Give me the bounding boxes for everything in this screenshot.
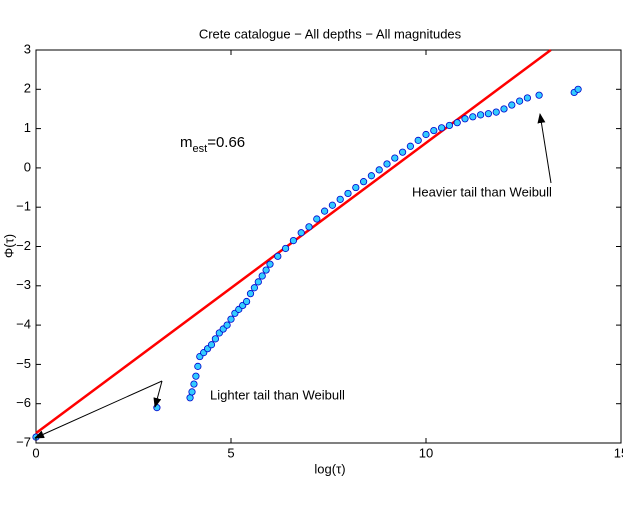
data-point [254, 278, 262, 286]
data-point [266, 260, 274, 268]
m-base: m [180, 134, 193, 151]
data-point [227, 315, 235, 323]
data-point [492, 108, 500, 116]
y-tick-label: −4 [16, 317, 31, 332]
arrow [34, 380, 163, 439]
data-point [336, 195, 344, 203]
y-tick-label: 2 [24, 81, 31, 96]
data-point [344, 189, 352, 198]
x-tick-label: 10 [419, 445, 433, 460]
data-point [328, 201, 336, 209]
data-point [422, 130, 430, 139]
marks [32, 48, 582, 441]
y-tick-label: −5 [16, 356, 31, 371]
data-point [223, 321, 231, 329]
annotation-lighter: Lighter tail than Weibull [210, 387, 345, 402]
data-point [243, 297, 251, 306]
data-point [484, 110, 492, 118]
data-point [190, 380, 198, 388]
data-point [297, 229, 305, 237]
data-point [535, 91, 543, 99]
m-rest: =0.66 [207, 134, 245, 151]
data-point [515, 97, 524, 105]
data-point [500, 105, 508, 113]
data-point [313, 215, 321, 223]
data-point [262, 266, 270, 274]
y-axis-label: Φ(τ) [1, 234, 16, 258]
data-point [258, 272, 266, 280]
data-point [352, 183, 360, 192]
data-point [194, 362, 202, 370]
data-point [398, 148, 407, 156]
data-point [508, 101, 516, 109]
data-point [574, 85, 582, 93]
data-point [406, 142, 414, 150]
data-point [188, 388, 196, 396]
y-tick-label: −1 [16, 199, 31, 214]
data-point [367, 172, 375, 180]
x-tick-label: 15 [614, 445, 623, 460]
data-point [207, 341, 216, 349]
data-point [281, 244, 290, 253]
data-point [453, 119, 461, 127]
data-point [250, 284, 258, 292]
data-point [359, 178, 368, 186]
annotation-heavier: Heavier tail than Weibull [412, 184, 552, 199]
x-axis-label: log(τ) [314, 461, 345, 476]
data-point [383, 160, 391, 168]
y-tick-label: −6 [16, 395, 31, 410]
y-tick-label: −2 [16, 238, 31, 253]
annotation-m-est: mest=0.66 [180, 134, 245, 155]
data-point [523, 94, 532, 102]
data-point [186, 394, 194, 402]
data-point [469, 113, 477, 121]
y-tick-label: 3 [24, 41, 31, 56]
data-point [461, 115, 469, 123]
m-sub: est [193, 143, 208, 155]
y-tick-label: −7 [16, 434, 31, 449]
data-point [391, 154, 399, 162]
arrow [537, 113, 552, 184]
data-point [445, 121, 453, 130]
x-tick-label: 5 [227, 445, 234, 460]
data-point [192, 372, 200, 380]
data-point [476, 111, 485, 119]
y-tick-label: 1 [24, 120, 31, 135]
data-point [375, 166, 383, 174]
data-point [430, 126, 438, 135]
data-point [320, 207, 329, 215]
data-point [305, 223, 313, 231]
data-point [246, 290, 255, 298]
plot-area [35, 49, 622, 444]
data-point [153, 404, 161, 412]
data-point [414, 136, 422, 144]
data-point [274, 252, 282, 260]
x-tick-label: 0 [32, 445, 39, 460]
data-point [289, 237, 297, 245]
y-tick-label: −3 [16, 277, 31, 292]
y-tick-label: 0 [24, 159, 31, 174]
data-point [437, 124, 446, 132]
arrow [153, 380, 163, 408]
data-point [211, 335, 219, 343]
chart-title: Crete catalogue − All depths − All magni… [199, 26, 462, 41]
